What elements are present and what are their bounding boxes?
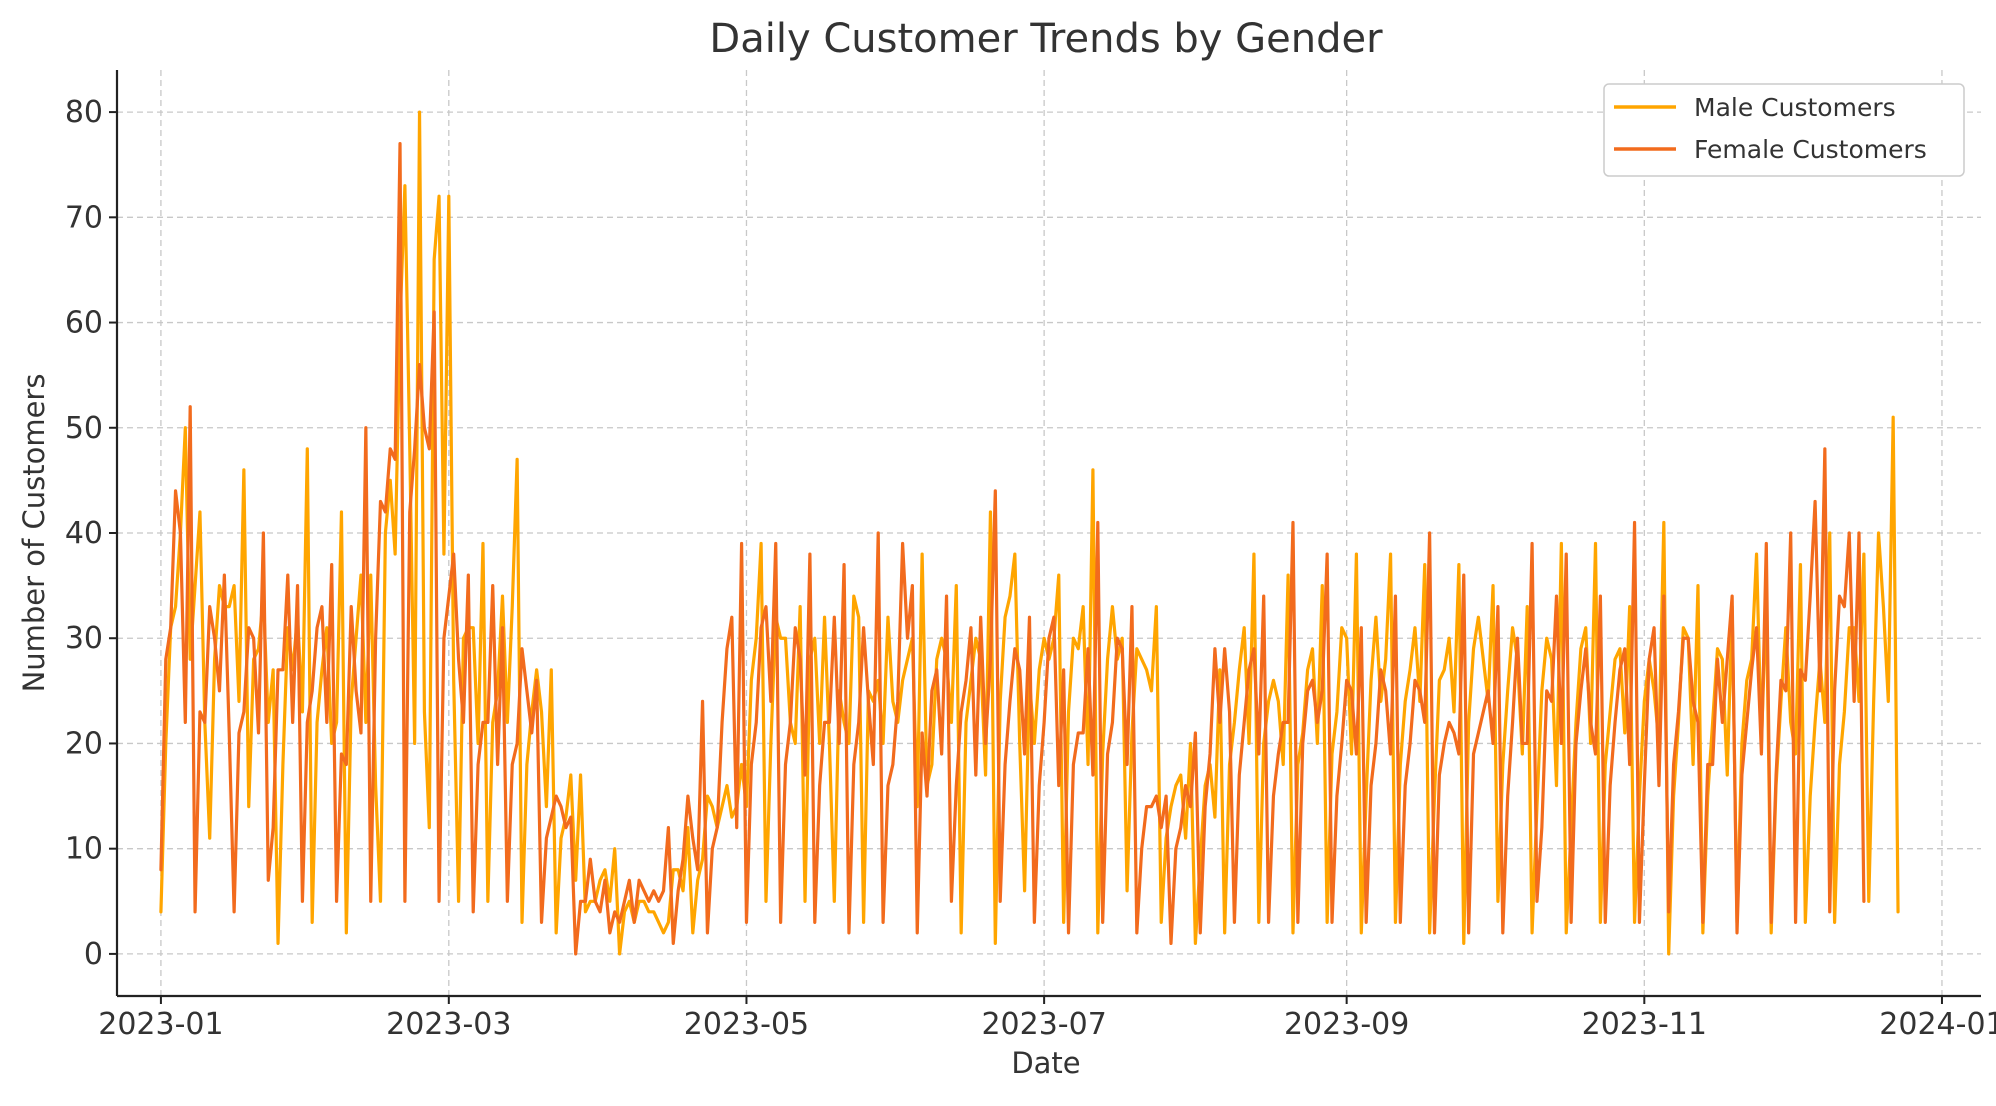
y-tick-label: 60 — [65, 306, 103, 341]
x-axis-label: Date — [1011, 1046, 1080, 1080]
x-tick-label: 2024-01 — [1879, 1007, 1996, 1042]
x-tick-label: 2023-07 — [981, 1007, 1106, 1042]
x-tick-label: 2023-05 — [684, 1007, 809, 1042]
x-tick-label: 2023-11 — [1582, 1007, 1707, 1042]
y-tick-label: 30 — [65, 621, 103, 656]
x-tick-label: 2023-01 — [98, 1007, 223, 1042]
y-tick-label: 80 — [65, 95, 103, 130]
chart-title: Daily Customer Trends by Gender — [709, 16, 1383, 62]
axis-ticks: 0 10 20 30 40 50 60 70 80 2023-01 2023-03 2023-05 20… — [65, 95, 1996, 1042]
series-lines — [159, 110, 1900, 956]
y-axis-label: Number of Customers — [17, 374, 51, 693]
y-tick-label: 50 — [65, 411, 103, 446]
legend-box — [1603, 83, 1965, 177]
x-tick-label: 2023-03 — [386, 1007, 511, 1042]
legend-label-female: Female Customers — [1694, 135, 1927, 164]
legend-label-male: Male Customers — [1694, 93, 1896, 122]
y-tick-label: 70 — [65, 200, 103, 235]
y-tick-label: 40 — [65, 516, 103, 551]
female-customers-line — [159, 142, 1866, 956]
y-tick-label: 0 — [84, 937, 103, 972]
legend: Male Customers Female Customers — [1603, 83, 1965, 177]
x-tick-label: 2023-09 — [1284, 1007, 1409, 1042]
y-tick-label: 20 — [65, 726, 103, 761]
y-tick-label: 10 — [65, 832, 103, 867]
